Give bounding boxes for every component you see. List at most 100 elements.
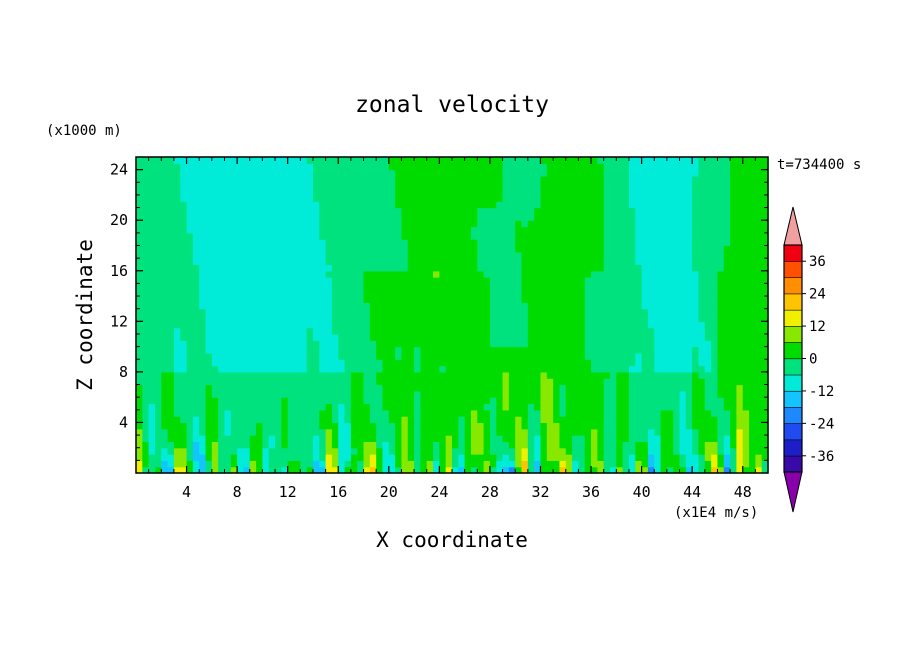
field-cell xyxy=(287,397,295,405)
field-cell xyxy=(515,308,523,316)
field-cell xyxy=(249,435,257,442)
field-cell xyxy=(489,390,497,398)
field-cell xyxy=(736,460,744,468)
field-cell xyxy=(755,378,763,386)
field-cell xyxy=(717,169,725,177)
field-cell xyxy=(180,441,188,449)
field-cell xyxy=(502,352,510,360)
field-cell xyxy=(369,251,377,259)
field-cell xyxy=(654,346,662,354)
field-cell xyxy=(654,157,662,164)
field-cell xyxy=(218,397,226,405)
field-cell xyxy=(470,435,478,442)
field-cell xyxy=(287,207,295,215)
field-cell xyxy=(319,403,327,411)
field-cell xyxy=(401,422,409,430)
field-cell xyxy=(243,359,251,367)
field-cell xyxy=(205,447,213,455)
field-cell xyxy=(565,321,573,329)
field-cell xyxy=(534,251,542,259)
field-cell xyxy=(749,416,756,424)
field-cell xyxy=(192,220,200,228)
field-cell xyxy=(616,321,624,329)
field-cell xyxy=(502,175,510,183)
field-cell xyxy=(584,359,592,367)
field-cell xyxy=(319,409,327,417)
field-cell xyxy=(723,359,731,367)
field-cell xyxy=(243,270,251,278)
field-cell xyxy=(616,435,624,442)
field-cell xyxy=(344,435,352,442)
field-cell xyxy=(641,390,649,398)
field-cell xyxy=(312,346,320,354)
field-cell xyxy=(243,447,251,455)
field-cell xyxy=(275,283,282,291)
field-cell xyxy=(363,359,371,367)
field-cell xyxy=(262,371,270,379)
field-cell xyxy=(540,308,548,316)
field-cell xyxy=(426,251,434,259)
field-cell xyxy=(243,435,251,442)
field-cell xyxy=(610,460,617,468)
field-cell xyxy=(742,289,750,297)
field-cell xyxy=(521,239,529,247)
field-cell xyxy=(426,441,434,449)
field-cell xyxy=(414,175,421,183)
field-cell xyxy=(161,296,169,303)
field-cell xyxy=(591,283,598,291)
field-cell xyxy=(224,365,232,373)
field-cell xyxy=(723,264,731,272)
field-cell xyxy=(654,277,662,284)
field-cell xyxy=(363,270,371,278)
field-cell xyxy=(553,251,561,259)
field-cell xyxy=(312,251,320,259)
field-cell xyxy=(230,460,238,468)
field-cell xyxy=(565,207,573,215)
field-cell xyxy=(433,283,440,291)
field-cell xyxy=(546,283,554,291)
field-cell xyxy=(401,207,409,215)
field-cell xyxy=(401,441,409,449)
field-cell xyxy=(161,441,169,449)
field-cell xyxy=(527,213,535,221)
field-cell xyxy=(553,207,561,215)
field-cell xyxy=(540,283,548,291)
field-cell xyxy=(477,403,485,411)
field-cell xyxy=(136,220,143,228)
field-cell xyxy=(755,403,763,411)
field-cell xyxy=(433,378,440,386)
field-cell xyxy=(439,340,447,348)
field-cell xyxy=(578,340,586,348)
field-cell xyxy=(527,283,535,291)
field-cell xyxy=(148,220,156,228)
field-cell xyxy=(502,340,510,348)
field-cell xyxy=(192,416,200,424)
field-cell xyxy=(641,232,649,240)
field-cell xyxy=(483,460,491,468)
field-cell xyxy=(559,251,567,259)
field-cell xyxy=(192,384,200,392)
field-cell xyxy=(565,346,573,354)
field-cell xyxy=(584,397,592,405)
field-cell xyxy=(470,403,478,411)
field-cell xyxy=(294,194,301,202)
field-cell xyxy=(192,207,200,215)
field-cell xyxy=(407,340,415,348)
field-cell xyxy=(711,365,719,373)
field-cell xyxy=(218,466,226,474)
field-cell xyxy=(256,169,263,177)
field-cell xyxy=(154,397,162,405)
field-cell xyxy=(395,245,403,253)
field-cell xyxy=(540,264,548,272)
field-cell xyxy=(711,264,719,272)
field-cell xyxy=(281,264,289,272)
field-cell xyxy=(622,352,630,360)
field-cell xyxy=(230,422,238,430)
field-cell xyxy=(186,346,194,354)
field-cell xyxy=(698,321,706,329)
field-cell xyxy=(666,359,674,367)
field-cell xyxy=(736,302,744,310)
field-cell xyxy=(319,201,327,209)
field-cell xyxy=(300,435,308,442)
field-cell xyxy=(224,188,232,196)
